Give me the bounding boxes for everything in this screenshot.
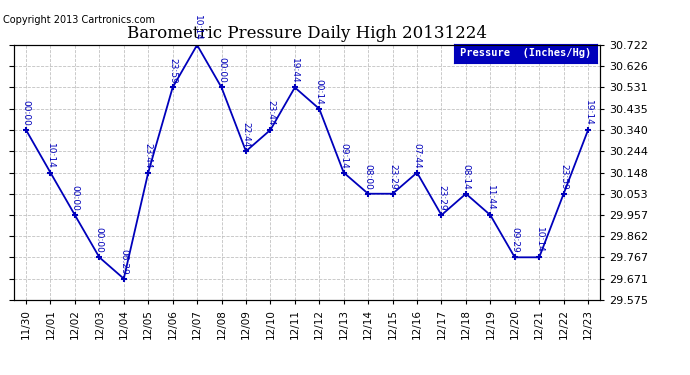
Text: 00:14: 00:14 [315,79,324,105]
Text: 23:29: 23:29 [388,164,397,190]
Text: 19:14: 19:14 [584,100,593,126]
Text: 00:00: 00:00 [21,100,30,126]
Text: 08:14: 08:14 [462,164,471,190]
Text: 22:44: 22:44 [241,122,250,147]
Text: 23:44: 23:44 [266,100,275,126]
Text: 23:44: 23:44 [144,143,152,168]
Text: 10:14: 10:14 [193,15,201,41]
Text: 23:59: 23:59 [559,164,568,190]
Text: 00:00: 00:00 [217,57,226,83]
Text: 19:44: 19:44 [290,58,299,83]
Text: 23:29: 23:29 [437,185,446,211]
Text: 06:29: 06:29 [119,249,128,274]
Text: 07:44: 07:44 [413,143,422,168]
Text: Copyright 2013 Cartronics.com: Copyright 2013 Cartronics.com [3,15,155,25]
Text: 09:29: 09:29 [511,227,520,253]
Text: 23:59: 23:59 [168,57,177,83]
Text: 11:44: 11:44 [486,185,495,211]
Title: Barometric Pressure Daily High 20131224: Barometric Pressure Daily High 20131224 [127,25,487,42]
Text: 10:14: 10:14 [535,227,544,253]
Text: 00:00: 00:00 [70,185,79,211]
Text: 09:14: 09:14 [339,143,348,168]
Text: 10:14: 10:14 [46,143,55,168]
Text: 00:00: 00:00 [95,227,103,253]
Text: 08:00: 08:00 [364,164,373,190]
